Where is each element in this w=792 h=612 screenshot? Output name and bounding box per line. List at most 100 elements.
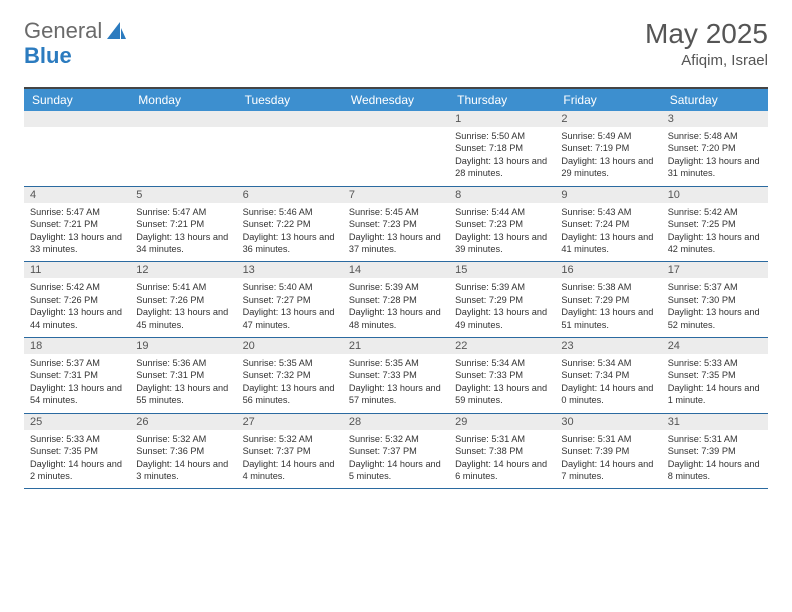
weekday-header: Saturday <box>662 89 768 111</box>
sunrise-text: Sunrise: 5:35 AM <box>243 357 337 369</box>
sunset-text: Sunset: 7:39 PM <box>561 445 655 457</box>
day-number: 17 <box>662 262 768 278</box>
weekday-header: Thursday <box>449 89 555 111</box>
day-detail: Sunrise: 5:31 AMSunset: 7:39 PMDaylight:… <box>662 430 768 489</box>
calendar-cell: 10Sunrise: 5:42 AMSunset: 7:25 PMDayligh… <box>662 186 768 262</box>
calendar-cell: 5Sunrise: 5:47 AMSunset: 7:21 PMDaylight… <box>130 186 236 262</box>
daylight-text: Daylight: 14 hours and 5 minutes. <box>349 458 443 483</box>
calendar-cell: 1Sunrise: 5:50 AMSunset: 7:18 PMDaylight… <box>449 111 555 186</box>
sunrise-text: Sunrise: 5:34 AM <box>561 357 655 369</box>
sunset-text: Sunset: 7:35 PM <box>668 369 762 381</box>
sunset-text: Sunset: 7:23 PM <box>455 218 549 230</box>
day-detail <box>343 127 449 175</box>
day-detail: Sunrise: 5:33 AMSunset: 7:35 PMDaylight:… <box>662 354 768 413</box>
sunrise-text: Sunrise: 5:47 AM <box>136 206 230 218</box>
sunrise-text: Sunrise: 5:32 AM <box>349 433 443 445</box>
daylight-text: Daylight: 13 hours and 48 minutes. <box>349 306 443 331</box>
sunrise-text: Sunrise: 5:35 AM <box>349 357 443 369</box>
calendar-cell <box>237 111 343 186</box>
sunset-text: Sunset: 7:29 PM <box>455 294 549 306</box>
calendar-cell: 8Sunrise: 5:44 AMSunset: 7:23 PMDaylight… <box>449 186 555 262</box>
day-number: 29 <box>449 414 555 430</box>
calendar-row: 11Sunrise: 5:42 AMSunset: 7:26 PMDayligh… <box>24 262 768 338</box>
day-detail: Sunrise: 5:42 AMSunset: 7:26 PMDaylight:… <box>24 278 130 337</box>
calendar-row: 4Sunrise: 5:47 AMSunset: 7:21 PMDaylight… <box>24 186 768 262</box>
sunrise-text: Sunrise: 5:49 AM <box>561 130 655 142</box>
sunset-text: Sunset: 7:18 PM <box>455 142 549 154</box>
daylight-text: Daylight: 13 hours and 31 minutes. <box>668 155 762 180</box>
daylight-text: Daylight: 13 hours and 37 minutes. <box>349 231 443 256</box>
day-number: 22 <box>449 338 555 354</box>
day-detail: Sunrise: 5:34 AMSunset: 7:34 PMDaylight:… <box>555 354 661 413</box>
day-number: 28 <box>343 414 449 430</box>
sunset-text: Sunset: 7:34 PM <box>561 369 655 381</box>
daylight-text: Daylight: 13 hours and 34 minutes. <box>136 231 230 256</box>
sunrise-text: Sunrise: 5:34 AM <box>455 357 549 369</box>
daylight-text: Daylight: 13 hours and 59 minutes. <box>455 382 549 407</box>
day-detail: Sunrise: 5:47 AMSunset: 7:21 PMDaylight:… <box>130 203 236 262</box>
day-number: 20 <box>237 338 343 354</box>
logo: General <box>24 18 129 44</box>
day-detail: Sunrise: 5:33 AMSunset: 7:35 PMDaylight:… <box>24 430 130 489</box>
day-detail: Sunrise: 5:35 AMSunset: 7:33 PMDaylight:… <box>343 354 449 413</box>
sunrise-text: Sunrise: 5:31 AM <box>561 433 655 445</box>
logo-text-general: General <box>24 18 102 44</box>
day-detail: Sunrise: 5:31 AMSunset: 7:39 PMDaylight:… <box>555 430 661 489</box>
day-number <box>24 111 130 127</box>
daylight-text: Daylight: 14 hours and 1 minute. <box>668 382 762 407</box>
daylight-text: Daylight: 13 hours and 54 minutes. <box>30 382 124 407</box>
calendar-cell: 27Sunrise: 5:32 AMSunset: 7:37 PMDayligh… <box>237 413 343 489</box>
sunrise-text: Sunrise: 5:39 AM <box>455 281 549 293</box>
calendar-cell <box>343 111 449 186</box>
calendar-cell: 3Sunrise: 5:48 AMSunset: 7:20 PMDaylight… <box>662 111 768 186</box>
sunset-text: Sunset: 7:28 PM <box>349 294 443 306</box>
sunset-text: Sunset: 7:24 PM <box>561 218 655 230</box>
daylight-text: Daylight: 13 hours and 29 minutes. <box>561 155 655 180</box>
day-detail: Sunrise: 5:43 AMSunset: 7:24 PMDaylight:… <box>555 203 661 262</box>
daylight-text: Daylight: 13 hours and 45 minutes. <box>136 306 230 331</box>
calendar-cell: 28Sunrise: 5:32 AMSunset: 7:37 PMDayligh… <box>343 413 449 489</box>
sunset-text: Sunset: 7:26 PM <box>30 294 124 306</box>
calendar-cell: 15Sunrise: 5:39 AMSunset: 7:29 PMDayligh… <box>449 262 555 338</box>
daylight-text: Daylight: 13 hours and 57 minutes. <box>349 382 443 407</box>
weekday-header: Sunday <box>24 89 130 111</box>
sunrise-text: Sunrise: 5:31 AM <box>455 433 549 445</box>
day-detail: Sunrise: 5:44 AMSunset: 7:23 PMDaylight:… <box>449 203 555 262</box>
logo-text-blue: Blue <box>24 43 72 69</box>
calendar-cell: 12Sunrise: 5:41 AMSunset: 7:26 PMDayligh… <box>130 262 236 338</box>
sunset-text: Sunset: 7:39 PM <box>668 445 762 457</box>
day-number: 18 <box>24 338 130 354</box>
daylight-text: Daylight: 13 hours and 33 minutes. <box>30 231 124 256</box>
day-detail: Sunrise: 5:37 AMSunset: 7:31 PMDaylight:… <box>24 354 130 413</box>
sunrise-text: Sunrise: 5:42 AM <box>668 206 762 218</box>
calendar-cell: 22Sunrise: 5:34 AMSunset: 7:33 PMDayligh… <box>449 338 555 414</box>
day-number: 8 <box>449 187 555 203</box>
calendar-cell: 13Sunrise: 5:40 AMSunset: 7:27 PMDayligh… <box>237 262 343 338</box>
sunrise-text: Sunrise: 5:48 AM <box>668 130 762 142</box>
calendar-cell: 18Sunrise: 5:37 AMSunset: 7:31 PMDayligh… <box>24 338 130 414</box>
day-number: 5 <box>130 187 236 203</box>
day-number: 10 <box>662 187 768 203</box>
calendar-cell: 16Sunrise: 5:38 AMSunset: 7:29 PMDayligh… <box>555 262 661 338</box>
calendar-cell: 25Sunrise: 5:33 AMSunset: 7:35 PMDayligh… <box>24 413 130 489</box>
day-detail: Sunrise: 5:49 AMSunset: 7:19 PMDaylight:… <box>555 127 661 186</box>
daylight-text: Daylight: 13 hours and 44 minutes. <box>30 306 124 331</box>
calendar-cell: 30Sunrise: 5:31 AMSunset: 7:39 PMDayligh… <box>555 413 661 489</box>
daylight-text: Daylight: 14 hours and 3 minutes. <box>136 458 230 483</box>
sunrise-text: Sunrise: 5:32 AM <box>243 433 337 445</box>
calendar-cell: 14Sunrise: 5:39 AMSunset: 7:28 PMDayligh… <box>343 262 449 338</box>
calendar-cell: 31Sunrise: 5:31 AMSunset: 7:39 PMDayligh… <box>662 413 768 489</box>
sunrise-text: Sunrise: 5:36 AM <box>136 357 230 369</box>
sunrise-text: Sunrise: 5:38 AM <box>561 281 655 293</box>
calendar-cell: 29Sunrise: 5:31 AMSunset: 7:38 PMDayligh… <box>449 413 555 489</box>
sunrise-text: Sunrise: 5:37 AM <box>30 357 124 369</box>
calendar-cell: 17Sunrise: 5:37 AMSunset: 7:30 PMDayligh… <box>662 262 768 338</box>
calendar-cell: 2Sunrise: 5:49 AMSunset: 7:19 PMDaylight… <box>555 111 661 186</box>
day-number: 4 <box>24 187 130 203</box>
day-number: 23 <box>555 338 661 354</box>
day-number: 21 <box>343 338 449 354</box>
weekday-header: Friday <box>555 89 661 111</box>
sunset-text: Sunset: 7:21 PM <box>30 218 124 230</box>
sunset-text: Sunset: 7:23 PM <box>349 218 443 230</box>
sunset-text: Sunset: 7:38 PM <box>455 445 549 457</box>
